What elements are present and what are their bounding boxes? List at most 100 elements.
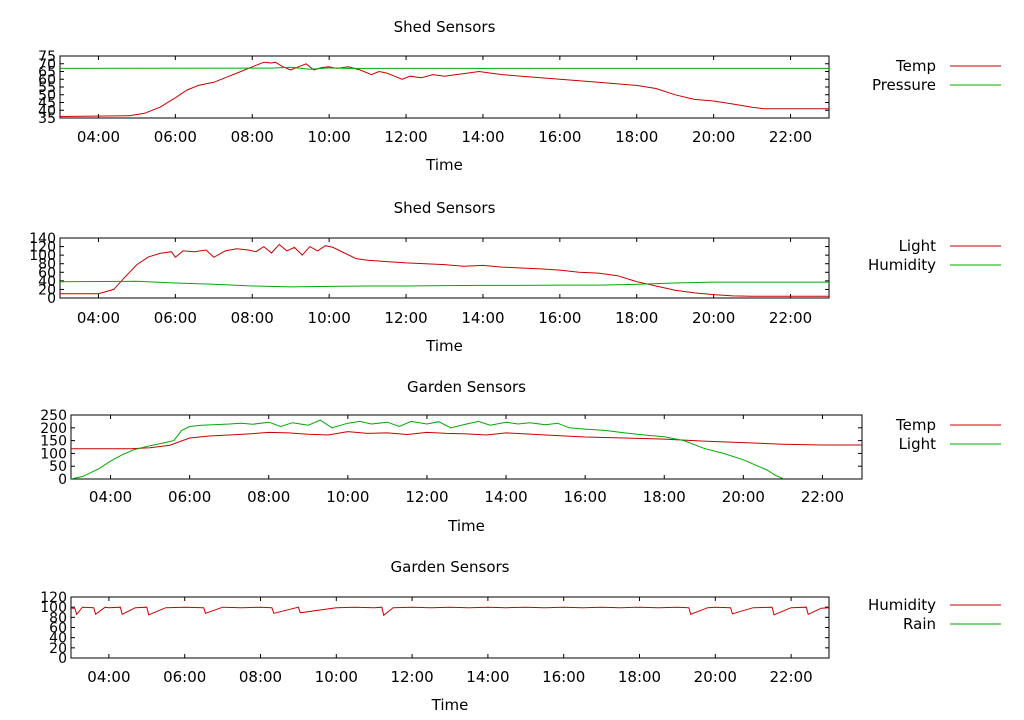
x-tick-label: 10:00 (308, 128, 351, 146)
x-tick-label: 16:00 (538, 309, 581, 327)
x-tick-label: 16:00 (564, 488, 607, 506)
x-tick-label: 10:00 (308, 309, 351, 327)
x-tick-label: 16:00 (538, 128, 581, 146)
x-tick-label: 18:00 (643, 488, 686, 506)
plot-frame (59, 237, 830, 299)
chart-title: Shed Sensors (394, 18, 496, 36)
x-tick-label: 18:00 (618, 668, 661, 686)
legend-label-humidity: Humidity (868, 256, 936, 274)
series-line-humidity (60, 280, 829, 288)
x-tick-label: 12:00 (384, 128, 427, 146)
x-tick-label: 06:00 (163, 668, 206, 686)
x-tick-label: 22:00 (769, 309, 812, 327)
series-line-light (60, 243, 829, 297)
x-tick-label: 10:00 (315, 668, 358, 686)
x-tick-label: 22:00 (769, 128, 812, 146)
y-tick-label: 140 (29, 231, 56, 247)
x-axis-label: Time (447, 517, 485, 535)
plot-frame (59, 55, 830, 119)
y-tick-label: 80 (38, 257, 56, 273)
x-tick-label: 08:00 (247, 488, 290, 506)
x-tick-label: 14:00 (461, 128, 504, 146)
series-line-light (71, 419, 784, 479)
y-tick-label: 100 (40, 446, 67, 462)
y-tick-label: 0 (58, 651, 67, 667)
x-tick-label: 16:00 (542, 668, 585, 686)
y-tick-label: 40 (38, 103, 56, 119)
legend-label-temp: Temp (895, 57, 936, 75)
x-tick-label: 08:00 (231, 128, 274, 146)
plot-frame (70, 596, 830, 659)
legend-label-pressure: Pressure (872, 76, 936, 94)
y-tick-label: 120 (29, 240, 56, 256)
y-tick-label: 0 (47, 291, 56, 307)
x-tick-label: 04:00 (89, 488, 132, 506)
series-line-temp (60, 61, 829, 117)
series-line-humidity (71, 606, 829, 617)
x-tick-label: 20:00 (692, 128, 735, 146)
y-tick-label: 100 (40, 600, 67, 616)
y-tick-label: 20 (49, 641, 67, 657)
y-tick-label: 60 (38, 72, 56, 88)
legend-label-light: Light (899, 237, 937, 255)
x-axis-label: Time (425, 156, 463, 174)
x-tick-label: 22:00 (801, 488, 844, 506)
x-tick-label: 10:00 (326, 488, 369, 506)
y-tick-label: 35 (38, 111, 56, 127)
x-tick-label: 22:00 (769, 668, 812, 686)
y-tick-label: 40 (49, 631, 67, 647)
x-tick-label: 12:00 (384, 309, 427, 327)
y-tick-label: 55 (38, 80, 56, 96)
legend-label-rain: Rain (903, 615, 936, 633)
legend-label-light: Light (899, 435, 937, 453)
y-tick-label: 75 (38, 49, 56, 65)
y-tick-label: 60 (38, 265, 56, 281)
y-tick-label: 150 (40, 434, 67, 450)
y-tick-label: 80 (49, 610, 67, 626)
x-tick-label: 04:00 (77, 309, 120, 327)
legend-label-humidity: Humidity (868, 596, 936, 614)
y-tick-label: 0 (58, 472, 67, 488)
x-tick-label: 04:00 (77, 128, 120, 146)
x-tick-label: 18:00 (615, 128, 658, 146)
y-tick-label: 100 (29, 248, 56, 264)
chart-title: Garden Sensors (407, 378, 526, 396)
x-tick-label: 12:00 (405, 488, 448, 506)
x-tick-label: 14:00 (484, 488, 527, 506)
x-tick-label: 04:00 (87, 668, 130, 686)
y-tick-label: 70 (38, 57, 56, 73)
y-tick-label: 45 (38, 96, 56, 112)
x-tick-label: 06:00 (168, 488, 211, 506)
series-line-temp (71, 431, 862, 450)
x-tick-label: 06:00 (154, 309, 197, 327)
chart-title: Shed Sensors (394, 199, 496, 217)
x-tick-label: 14:00 (466, 668, 509, 686)
y-tick-label: 40 (38, 274, 56, 290)
plot-frame (70, 414, 863, 480)
x-tick-label: 06:00 (154, 128, 197, 146)
x-tick-label: 18:00 (615, 309, 658, 327)
y-tick-label: 120 (40, 590, 67, 606)
legend-label-temp: Temp (895, 416, 936, 434)
y-tick-label: 250 (40, 408, 67, 424)
y-tick-label: 50 (38, 88, 56, 104)
x-tick-label: 20:00 (694, 668, 737, 686)
x-tick-label: 12:00 (390, 668, 433, 686)
x-axis-label: Time (431, 696, 469, 714)
y-tick-label: 20 (38, 282, 56, 298)
series-line-pressure (60, 66, 829, 70)
x-tick-label: 08:00 (239, 668, 282, 686)
y-tick-label: 50 (49, 459, 67, 475)
x-axis-label: Time (425, 337, 463, 355)
y-tick-label: 200 (40, 421, 67, 437)
chart-title: Garden Sensors (391, 558, 510, 576)
x-tick-label: 20:00 (692, 309, 735, 327)
x-tick-label: 14:00 (461, 309, 504, 327)
x-tick-label: 20:00 (722, 488, 765, 506)
x-tick-label: 08:00 (231, 309, 274, 327)
